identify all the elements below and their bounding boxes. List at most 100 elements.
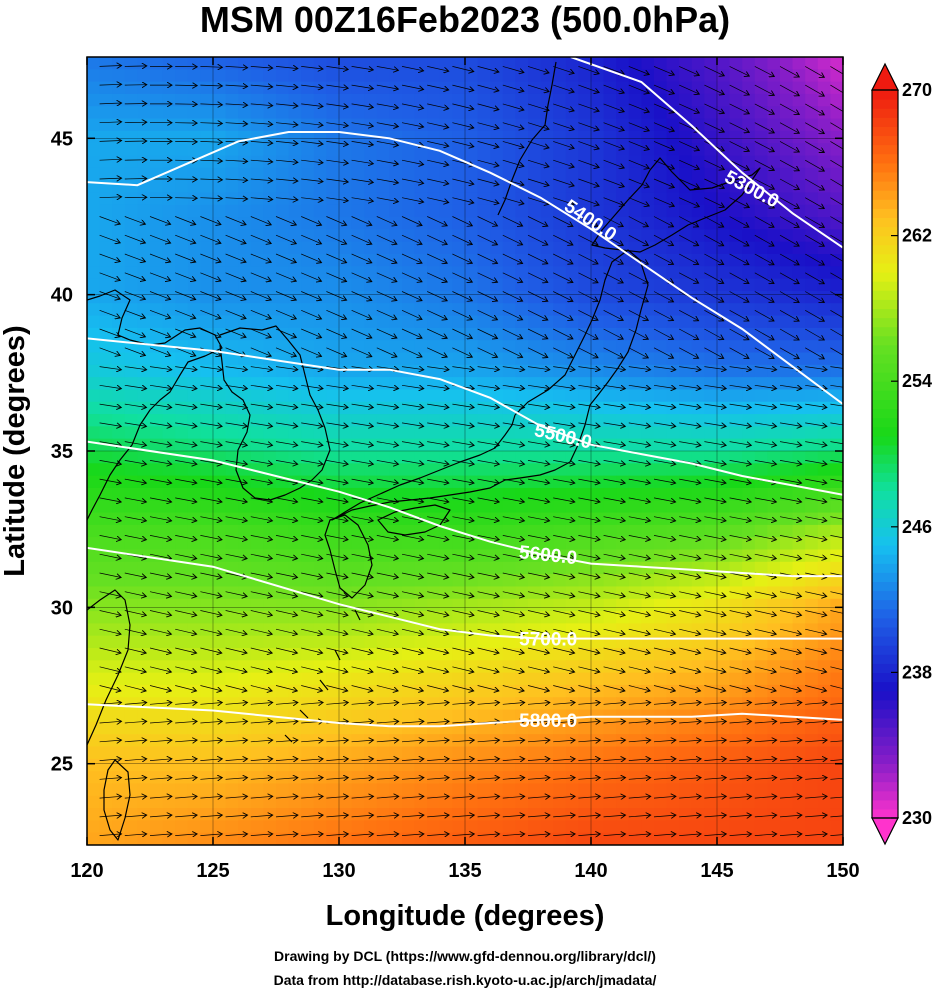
heatmap-cell — [628, 389, 642, 403]
heatmap-cell — [603, 106, 617, 120]
heatmap-cell — [578, 143, 592, 157]
heatmap-cell — [817, 217, 831, 230]
heatmap-cell — [439, 155, 453, 169]
heatmap-cell — [238, 746, 252, 760]
heatmap-cell — [603, 254, 617, 267]
heatmap-cell — [187, 648, 201, 661]
heatmap-cell — [565, 118, 579, 132]
heatmap-cell — [805, 389, 819, 403]
heatmap-cell — [528, 660, 542, 674]
heatmap-cell — [376, 598, 390, 612]
heatmap-cell — [124, 463, 138, 477]
heatmap-cell — [250, 69, 264, 83]
heatmap-cell — [150, 69, 164, 83]
heatmap-cell — [502, 561, 516, 575]
heatmap-cell — [150, 598, 164, 612]
heatmap-cell — [402, 820, 416, 834]
heatmap-cell — [99, 537, 113, 551]
heatmap-cell — [187, 549, 201, 563]
heatmap-cell — [591, 192, 605, 206]
heatmap-cell — [427, 290, 441, 304]
heatmap-cell — [250, 783, 264, 797]
heatmap-cell — [830, 771, 843, 785]
heatmap-cell — [288, 512, 302, 526]
heatmap-cell — [414, 266, 428, 280]
heatmap-cell — [389, 598, 403, 612]
heatmap-cell — [616, 451, 630, 464]
heatmap-cell — [187, 672, 201, 686]
heatmap-cell — [263, 389, 277, 403]
heatmap-cell — [175, 81, 189, 95]
heatmap-cell — [704, 672, 718, 686]
heatmap-cell — [351, 783, 365, 797]
heatmap-cell — [717, 820, 731, 834]
heatmap-cell — [137, 69, 151, 83]
heatmap-cell — [351, 426, 365, 440]
heatmap-cell — [87, 389, 101, 403]
heatmap-cell — [616, 500, 630, 514]
heatmap-cell — [729, 204, 743, 218]
heatmap-cell — [603, 290, 617, 304]
heatmap-cell — [402, 352, 416, 366]
heatmap-cell — [490, 623, 504, 637]
heatmap-cell — [414, 463, 428, 477]
heatmap-cell — [578, 537, 592, 551]
heatmap-cell — [137, 463, 151, 477]
heatmap-cell — [175, 315, 189, 329]
heatmap-cell — [666, 340, 680, 354]
heatmap-cell — [351, 771, 365, 785]
heatmap-cell — [603, 451, 617, 464]
heatmap-cell — [137, 561, 151, 575]
heatmap-cell — [339, 635, 353, 649]
heatmap-cell — [225, 180, 239, 194]
heatmap-cell — [780, 549, 794, 563]
heatmap-cell — [729, 377, 743, 391]
heatmap-cell — [654, 771, 668, 785]
heatmap-cell — [250, 303, 264, 317]
heatmap-cell — [376, 771, 390, 785]
heatmap-cell — [742, 524, 756, 538]
heatmap-cell — [780, 389, 794, 403]
heatmap-cell — [427, 254, 441, 267]
heatmap-cell — [780, 81, 794, 95]
heatmap-cell — [238, 635, 252, 649]
heatmap-cell — [666, 401, 680, 415]
heatmap-cell — [200, 303, 214, 317]
heatmap-cell — [553, 254, 567, 267]
heatmap-cell — [376, 217, 390, 230]
heatmap-cell — [150, 118, 164, 132]
wind-vector — [124, 66, 147, 67]
heatmap-cell — [528, 266, 542, 280]
heatmap-cell — [87, 93, 101, 107]
heatmap-cell — [427, 561, 441, 575]
heatmap-cell — [225, 93, 239, 107]
heatmap-cell — [805, 463, 819, 477]
heatmap-cell — [591, 426, 605, 440]
heatmap-cell — [704, 561, 718, 575]
heatmap-cell — [666, 451, 680, 464]
heatmap-cell — [238, 672, 252, 686]
heatmap-cell — [742, 512, 756, 526]
heatmap-cell — [389, 303, 403, 317]
heatmap-cell — [452, 660, 466, 674]
heatmap-cell — [162, 463, 176, 477]
heatmap-cell — [263, 623, 277, 637]
heatmap-cell — [691, 266, 705, 280]
heatmap-cell — [591, 648, 605, 661]
heatmap-cell — [376, 315, 390, 329]
heatmap-cell — [780, 648, 794, 661]
heatmap-cell — [376, 327, 390, 341]
heatmap-cell — [729, 672, 743, 686]
heatmap-cell — [339, 549, 353, 563]
heatmap-cell — [553, 463, 567, 477]
heatmap-cell — [225, 241, 239, 255]
heatmap-cell — [830, 303, 843, 317]
heatmap-cell — [704, 537, 718, 551]
heatmap-cell — [175, 254, 189, 267]
heatmap-cell — [439, 783, 453, 797]
heatmap-cell — [225, 155, 239, 169]
heatmap-cell — [729, 69, 743, 83]
heatmap-cell — [528, 254, 542, 267]
heatmap-cell — [515, 118, 529, 132]
heatmap-cell — [830, 451, 843, 464]
